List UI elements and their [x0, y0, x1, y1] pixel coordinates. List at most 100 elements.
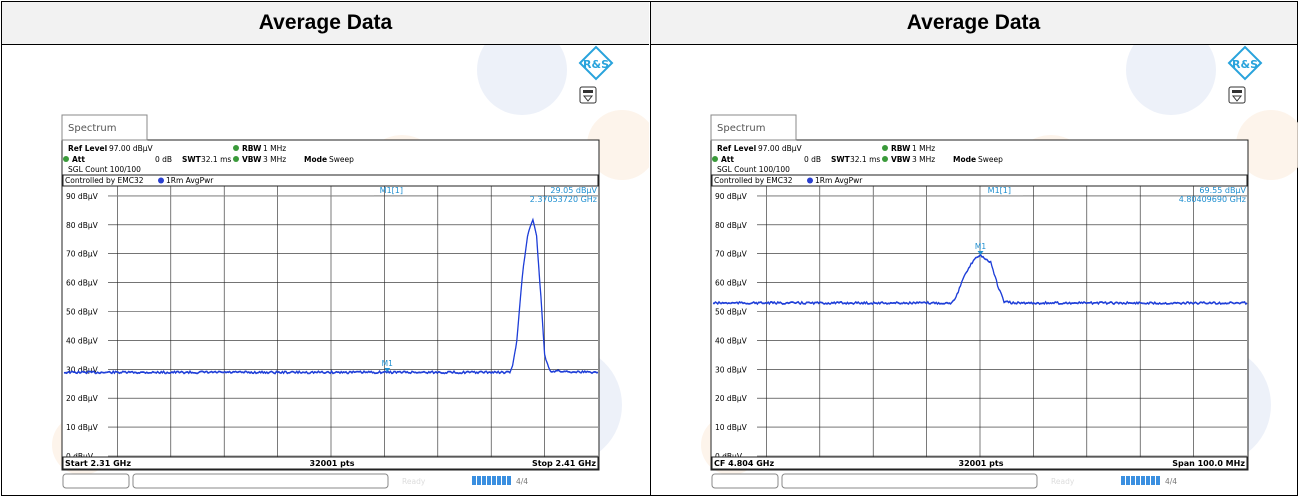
vbw-label: VBW [242, 155, 262, 164]
y-tick-label: 80 dBµV [66, 221, 99, 230]
sgl-count: SGL Count 100/100 [717, 165, 790, 174]
y-tick-label: 80 dBµV [715, 221, 748, 230]
trace-line-noise [712, 254, 1248, 306]
trace-line [712, 253, 1248, 306]
trace-label: 1Rm AvgPwr [166, 176, 214, 185]
progress-segment [507, 476, 511, 485]
y-tick-label: 20 dBµV [715, 394, 748, 403]
rbw-label: RBW [891, 144, 911, 153]
rbw-label: RBW [242, 144, 262, 153]
triangle-down-icon [1231, 95, 1243, 102]
progress-segment [497, 476, 501, 485]
instrument-frame [710, 139, 1249, 471]
triangle-down-icon [582, 95, 594, 102]
ref-level-value: 97.00 dBµV [758, 144, 803, 153]
background-blob [477, 45, 567, 115]
y-tick-label: 50 dBµV [715, 308, 748, 317]
display-config-icon[interactable] [1228, 86, 1246, 104]
controlled-by-label: Controlled by EMC32 [714, 176, 793, 185]
y-tick-label: 10 dBµV [66, 423, 99, 432]
rs-logo-text: R&S [1232, 58, 1258, 71]
rs-logo-diamond [1227, 45, 1263, 81]
trace-line-noise [63, 219, 599, 375]
mode-label: Mode [953, 155, 976, 164]
att-bullet [712, 156, 718, 162]
progress-segment [482, 476, 486, 485]
progress-segment [487, 476, 491, 485]
spectrum-tab[interactable] [710, 114, 797, 141]
progress-segment [492, 476, 496, 485]
spectrum-tab[interactable] [61, 114, 148, 141]
footer-right: Span 100.0 MHz [1172, 459, 1245, 468]
att-label: Att [72, 155, 85, 164]
spectrum-tab-label: Spectrum [68, 123, 116, 134]
marker-triangle [384, 368, 391, 373]
rs-logo-diamond [578, 45, 614, 81]
rs-logo: R&S [578, 45, 614, 81]
cell-left: R&S Spectrum Ref Level 97.00 dBµV RBW 1 MHz At… [2, 45, 649, 495]
y-tick-label: 30 dBµV [715, 365, 748, 374]
status-field-2 [132, 473, 389, 489]
diagram-title-bar [62, 174, 599, 187]
att-value: 0 dB [155, 155, 172, 164]
icon-bar [1232, 90, 1242, 93]
progress-segment [1121, 476, 1125, 485]
att-value: 0 dB [804, 155, 821, 164]
rs-logo: R&S [1227, 45, 1263, 81]
marker-info-freq: 2.37053720 GHz [530, 195, 597, 204]
status-ready: Ready [1051, 477, 1075, 486]
progress-segment [1126, 476, 1130, 485]
ref-level-value: 97.00 dBµV [109, 144, 154, 153]
ref-level-label: Ref Level [717, 144, 756, 153]
spectrum-tab-label: Spectrum [717, 123, 765, 134]
rbw-value: 1 MHz [912, 144, 935, 153]
vbw-bullet [882, 156, 888, 162]
status-field-1 [711, 473, 779, 489]
progress-segment [1146, 476, 1150, 485]
trace-bullet [158, 177, 164, 184]
mode-value: Sweep [978, 155, 1003, 164]
swt-label: SWT [831, 155, 851, 164]
vbw-bullet [233, 156, 239, 162]
progress-segment [1136, 476, 1140, 485]
y-tick-label: 70 dBµV [715, 250, 748, 259]
progress-segment [472, 476, 476, 485]
status-device: 4/4 [1165, 477, 1177, 486]
display-config-icon[interactable] [579, 86, 597, 104]
vbw-value: 3 MHz [263, 155, 286, 164]
controlled-by-label: Controlled by EMC32 [65, 176, 144, 185]
footer-bar [711, 456, 1248, 470]
status-field-2 [781, 473, 1038, 489]
y-tick-label: 50 dBµV [66, 308, 99, 317]
background-blob [587, 110, 649, 180]
y-tick-label: 20 dBµV [66, 394, 99, 403]
sweep-progress-bar [1121, 476, 1160, 485]
trace-bullet [807, 177, 813, 184]
progress-segment [477, 476, 481, 485]
status-field-1 [62, 473, 130, 489]
swt-value: 32.1 ms [850, 155, 880, 164]
progress-segment [502, 476, 506, 485]
background-blob [1236, 110, 1298, 180]
ref-level-label: Ref Level [68, 144, 107, 153]
vbw-label: VBW [891, 155, 911, 164]
footer-left: Start 2.31 GHz [65, 459, 131, 468]
spectrum-panel-left: R&S Spectrum Ref Level 97.00 dBµV RBW 1 MHz At… [52, 45, 649, 489]
y-tick-label: 90 dBµV [66, 192, 99, 201]
mode-label: Mode [304, 155, 327, 164]
swt-label: SWT [182, 155, 202, 164]
sweep-progress-bar [472, 476, 511, 485]
trace-line [63, 217, 599, 375]
footer-points: 32001 pts [959, 459, 1004, 468]
rbw-value: 1 MHz [263, 144, 286, 153]
att-label: Att [721, 155, 734, 164]
y-tick-label: 10 dBµV [715, 423, 748, 432]
footer-left: CF 4.804 GHz [714, 459, 774, 468]
rbw-bullet [233, 145, 239, 151]
marker-info-value: 29.05 dBµV [550, 186, 597, 195]
spectrum-panel-right: R&S Spectrum Ref Level 97.00 dBµV RBW 1 MHz At… [701, 45, 1298, 489]
diagram-title-bar [711, 174, 1248, 187]
marker-info-label: M1[1] [380, 186, 403, 195]
y-tick-label: 40 dBµV [715, 336, 748, 345]
